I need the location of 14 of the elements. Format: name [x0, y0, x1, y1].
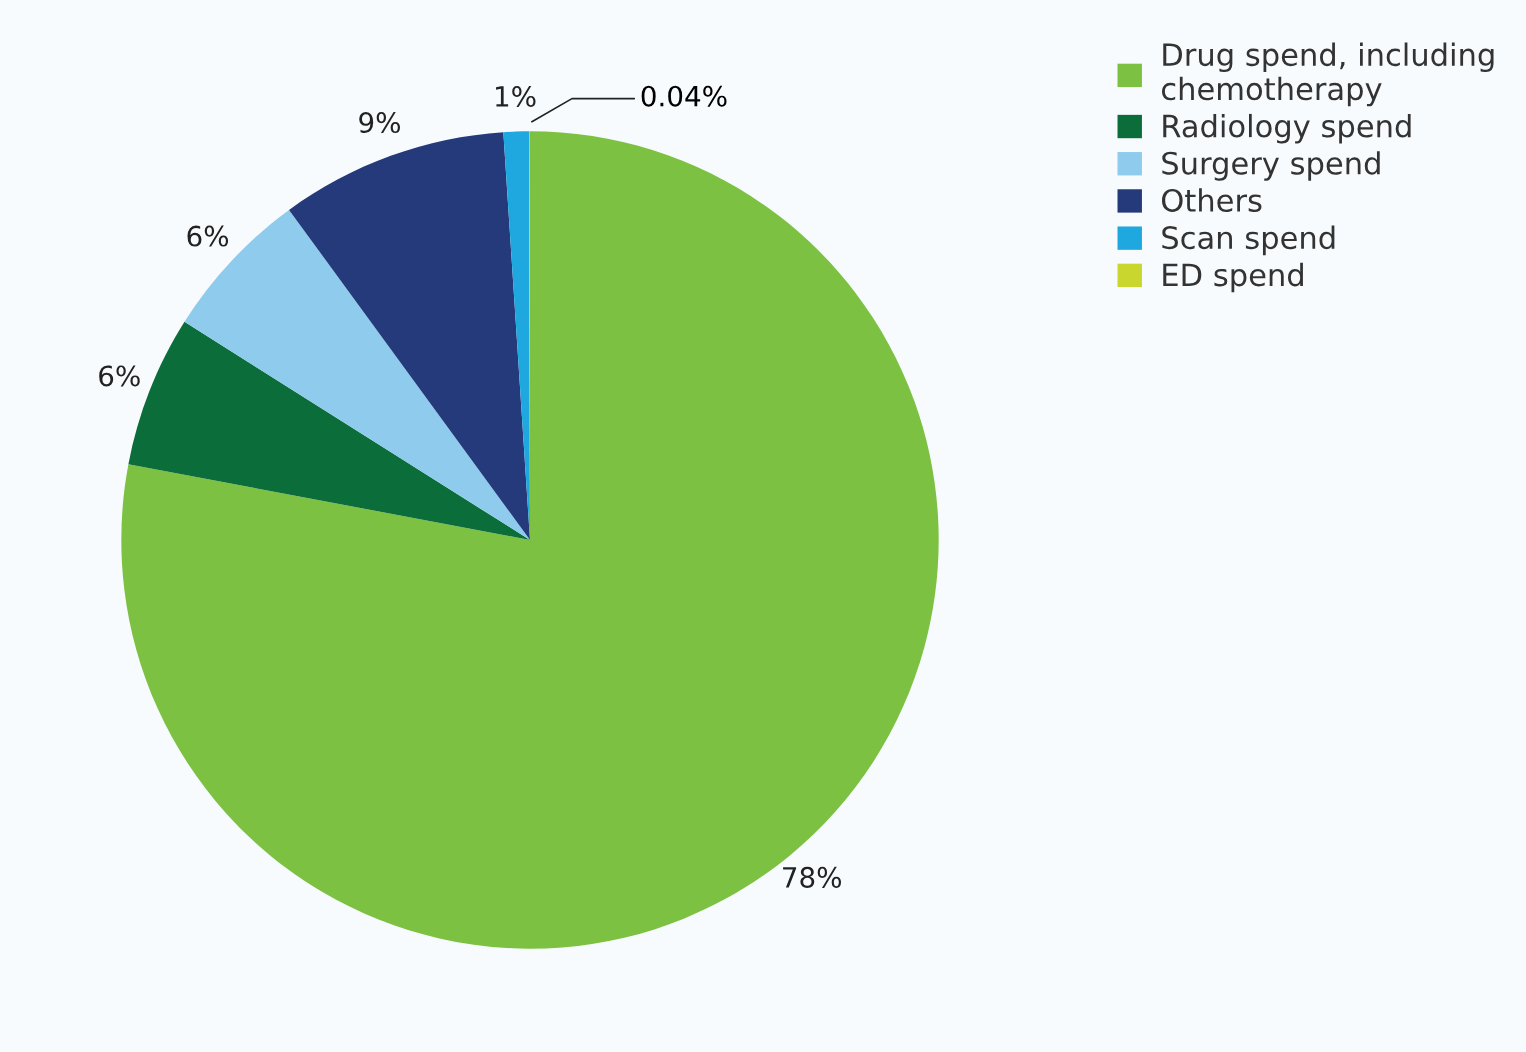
data-label: 78%: [783, 866, 842, 888]
legend-label: Radiology spend: [1163, 113, 1411, 144]
legend-label: Surgery spend: [1162, 151, 1380, 181]
data-label: 9%: [359, 112, 400, 134]
legend-label: ED spend: [1163, 262, 1303, 293]
pie-slice: [184, 209, 530, 540]
pie-slice: [289, 132, 530, 540]
legend-label: Drug spend, including chemotherapy: [1161, 42, 1494, 107]
data-label: 6%: [187, 225, 229, 247]
data-label: 1%: [496, 85, 536, 107]
data-label: 6%: [99, 365, 140, 387]
legend-label: Others: [1161, 188, 1262, 212]
data-label: 0.04%: [641, 85, 727, 107]
legend-label: Scan spend: [1162, 225, 1335, 256]
